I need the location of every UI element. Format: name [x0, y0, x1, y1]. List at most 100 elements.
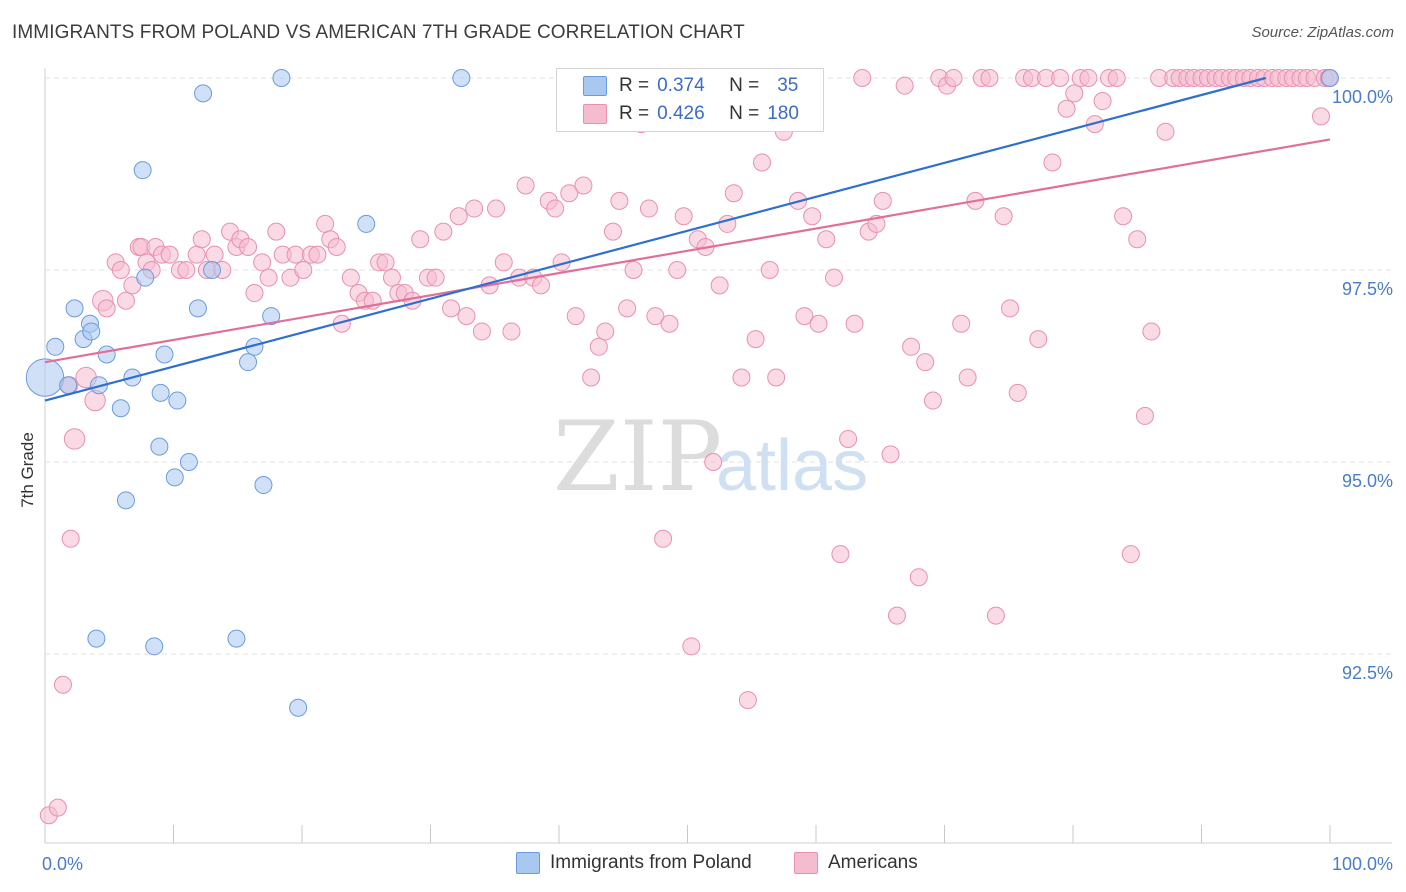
- americans-point: [895, 76, 914, 95]
- americans-point: [704, 453, 723, 471]
- americans-point: [958, 368, 977, 387]
- americans-point: [753, 153, 772, 172]
- americans-point: [267, 222, 286, 241]
- americans-point: [839, 429, 858, 448]
- y-tick-label: 95.0%: [1342, 471, 1393, 491]
- poland-point: [227, 629, 246, 648]
- poland-trend-line: [44, 76, 1267, 402]
- americans-point: [327, 237, 346, 256]
- legend-swatch-poland: [516, 852, 540, 874]
- americans-trend-line: [44, 138, 1331, 364]
- poland-point: [133, 161, 152, 180]
- americans-point: [909, 568, 928, 587]
- americans-point: [560, 184, 579, 203]
- americans-point: [192, 230, 211, 249]
- americans-point: [1135, 406, 1154, 425]
- americans-point: [160, 245, 179, 264]
- americans-point: [465, 199, 484, 218]
- americans-point: [1312, 107, 1331, 126]
- axes: [44, 68, 1392, 844]
- americans-point: [1121, 545, 1140, 564]
- americans-point: [516, 176, 535, 195]
- poland-point: [25, 358, 65, 397]
- americans-point: [1093, 92, 1112, 111]
- americans-point: [944, 69, 963, 87]
- americans-point: [596, 322, 615, 341]
- americans-point: [746, 330, 765, 349]
- legend-swatch-americans: [583, 104, 607, 124]
- americans-point: [618, 299, 637, 318]
- poland-points: [25, 69, 1339, 717]
- americans-point: [916, 353, 935, 372]
- americans-point: [411, 230, 430, 249]
- legend-n-value: 35: [777, 75, 799, 96]
- poland-point: [87, 629, 106, 648]
- series-legend: Immigrants from Poland Americans: [0, 852, 1406, 878]
- poland-point: [272, 69, 291, 87]
- americans-point: [760, 261, 779, 279]
- americans-point: [53, 675, 72, 694]
- legend-row-poland: R = 0.374 N = 35: [557, 72, 798, 100]
- americans-point: [710, 276, 729, 295]
- poland-point: [194, 84, 213, 103]
- poland-point: [65, 299, 84, 318]
- poland-point: [168, 391, 187, 410]
- americans-point: [294, 261, 313, 279]
- americans-point: [316, 214, 335, 233]
- americans-point: [111, 261, 130, 279]
- poland-point: [203, 261, 222, 279]
- americans-point: [1079, 69, 1098, 87]
- americans-point: [795, 307, 814, 326]
- americans-point: [654, 529, 673, 548]
- watermark-zip: ZIP: [553, 401, 722, 513]
- poland-point: [188, 299, 207, 318]
- americans-point: [853, 69, 872, 87]
- legend-item-americans[interactable]: Americans: [794, 852, 918, 874]
- trend-lines: [44, 76, 1331, 402]
- americans-point: [674, 207, 693, 226]
- americans-point: [494, 253, 513, 272]
- legend-r-label: R =: [619, 103, 650, 124]
- americans-point: [472, 322, 491, 341]
- poland-point: [179, 453, 198, 471]
- americans-point: [1001, 299, 1020, 318]
- poland-point: [46, 337, 65, 356]
- americans-point: [1114, 207, 1133, 226]
- legend-n-label: N =: [729, 103, 760, 124]
- americans-point: [1107, 69, 1126, 87]
- americans-point: [1156, 122, 1175, 141]
- americans-point: [986, 606, 1005, 625]
- poland-point: [254, 476, 273, 495]
- poland-point: [289, 698, 308, 717]
- poland-point: [165, 468, 184, 487]
- americans-point: [994, 207, 1013, 226]
- legend-item-poland[interactable]: Immigrants from Poland: [516, 852, 752, 874]
- poland-point: [1321, 69, 1339, 87]
- americans-point: [831, 545, 850, 564]
- americans-point: [546, 199, 565, 218]
- americans-point: [873, 191, 892, 210]
- americans-point: [116, 291, 135, 310]
- americans-point: [603, 222, 622, 241]
- americans-point: [63, 428, 86, 450]
- americans-point: [682, 637, 701, 656]
- poland-point: [82, 322, 101, 341]
- americans-point: [376, 253, 395, 272]
- americans-point: [532, 276, 551, 295]
- americans-point: [61, 529, 80, 548]
- americans-point: [845, 314, 864, 333]
- americans-point: [245, 284, 264, 303]
- americans-point: [952, 314, 971, 333]
- americans-point: [426, 268, 445, 287]
- poland-point: [239, 353, 258, 372]
- legend-n-value: 180: [767, 103, 799, 124]
- americans-point: [1142, 322, 1161, 341]
- correlation-legend: R = 0.374 N = 35 R = 0.426 N = 180: [556, 68, 824, 132]
- poland-point: [116, 491, 135, 510]
- americans-point: [187, 245, 206, 264]
- americans-point: [259, 268, 278, 287]
- americans-point: [767, 368, 786, 387]
- americans-point: [1057, 99, 1076, 118]
- x-tick-label: 100.0%: [1332, 854, 1393, 874]
- americans-point: [449, 207, 468, 226]
